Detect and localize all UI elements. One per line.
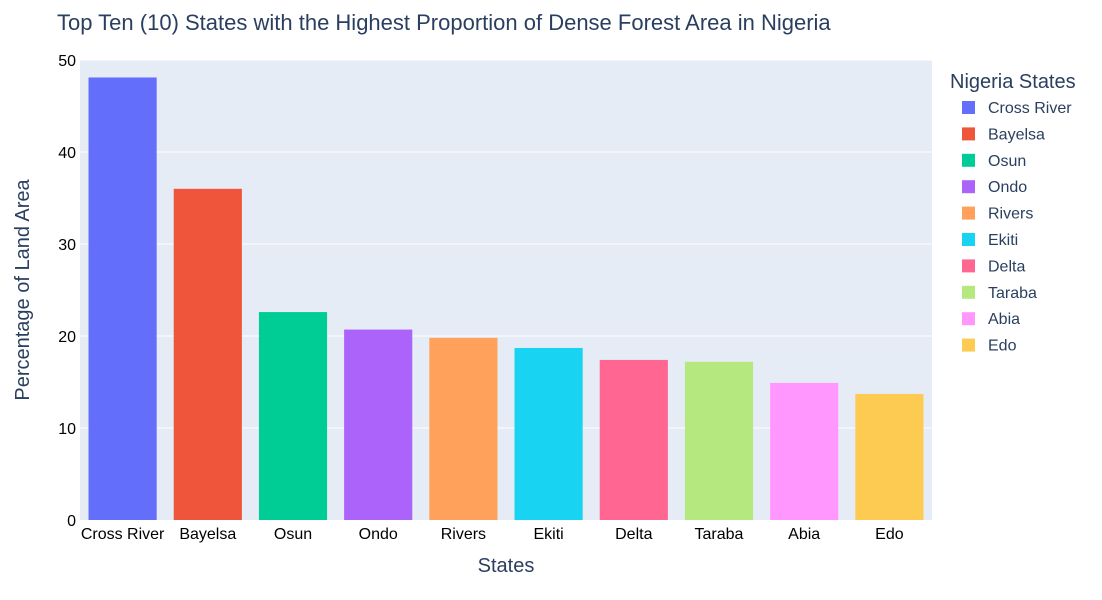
legend-swatch	[962, 153, 975, 167]
x-tick-label: Delta	[615, 526, 652, 543]
legend-label: Abia	[988, 311, 1020, 328]
bar	[429, 337, 498, 520]
legend: Nigeria States Cross River Bayelsa Osun Ond…	[950, 71, 1076, 355]
bar	[258, 312, 328, 520]
y-tick-label: 50	[58, 53, 76, 70]
legend-label: Delta	[988, 258, 1025, 275]
y-tick-label: 20	[58, 329, 76, 346]
bars	[88, 77, 924, 521]
legend-title: Nigeria States	[950, 71, 1076, 93]
bar	[173, 188, 242, 521]
legend-swatch	[962, 127, 975, 141]
legend-label: Bayelsa	[988, 126, 1045, 143]
x-tick-label: Abia	[788, 526, 820, 543]
x-axis-ticks: Cross River Bayelsa Osun Ondo Rivers Ekiti Del…	[81, 526, 904, 543]
bar	[855, 393, 924, 520]
bar	[88, 77, 157, 520]
legend-swatch	[962, 312, 975, 326]
x-tick-label: Osun	[274, 526, 312, 543]
bar	[684, 361, 754, 520]
y-tick-label: 0	[67, 513, 76, 530]
legend-label: Cross River	[988, 100, 1072, 117]
bar	[344, 329, 413, 520]
x-tick-label: Taraba	[695, 526, 744, 543]
x-tick-label: Bayelsa	[179, 526, 236, 543]
legend-swatch	[962, 206, 975, 220]
x-axis-title: States	[478, 555, 535, 577]
legend-label: Taraba	[988, 285, 1037, 302]
y-tick-label: 30	[58, 237, 76, 254]
legend-swatch	[962, 233, 975, 246]
x-tick-label: Edo	[875, 526, 904, 543]
x-tick-label: Rivers	[441, 526, 486, 543]
x-tick-label: Cross River	[81, 526, 165, 543]
y-axis-title: Percentage of Land Area	[12, 178, 34, 400]
legend-swatch	[962, 285, 975, 299]
legend-label: Ondo	[988, 179, 1027, 196]
legend-swatch	[962, 338, 975, 352]
y-axis-ticks: 0 10 20 30 40 50	[58, 53, 76, 530]
x-tick-label: Ekiti	[533, 526, 563, 543]
legend-label: Ekiti	[988, 232, 1018, 249]
legend-swatch	[962, 180, 975, 194]
legend-swatch	[962, 259, 975, 273]
chart-title: Top Ten (10) States with the Highest Pro…	[57, 10, 831, 35]
legend-swatch	[962, 101, 975, 114]
legend-label: Osun	[988, 153, 1026, 170]
bar	[599, 359, 668, 520]
x-tick-label: Ondo	[359, 526, 398, 543]
y-tick-label: 10	[58, 421, 76, 438]
legend-label: Rivers	[988, 206, 1033, 223]
bar	[514, 347, 583, 520]
bar	[770, 382, 839, 520]
legend-label: Edo	[988, 338, 1017, 355]
y-tick-label: 40	[58, 145, 76, 162]
